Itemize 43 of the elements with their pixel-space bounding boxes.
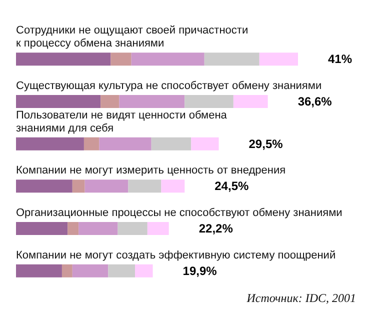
bar xyxy=(16,264,62,278)
y-tick-label: Сотрудники не ощущают своей причастности к процессу обмена знаниями xyxy=(16,24,248,50)
bar xyxy=(110,52,132,66)
bar xyxy=(78,222,118,235)
annotation: Источник: IDC, 2001 xyxy=(246,291,356,305)
bar xyxy=(16,137,84,150)
annotation: 24,5% xyxy=(214,179,249,194)
annotation: 19,9% xyxy=(182,264,218,278)
bar xyxy=(161,180,185,193)
bar xyxy=(84,180,128,193)
bar xyxy=(135,264,153,278)
bar xyxy=(16,180,72,193)
bar xyxy=(118,222,148,235)
bar xyxy=(84,137,100,150)
bar xyxy=(259,52,298,66)
y-tick-label: Компании не могут создать эффективную систему поощрений xyxy=(16,249,336,262)
bar xyxy=(233,95,268,108)
bar xyxy=(16,52,111,66)
y-tick-label: Организационные процессы не способствуют обмену знаниями xyxy=(16,207,342,219)
bar xyxy=(16,95,101,108)
annotation: 41% xyxy=(328,52,352,66)
annotation: 29,5% xyxy=(248,136,284,151)
annotation: 22,2% xyxy=(198,222,234,236)
bar xyxy=(191,137,219,150)
bar xyxy=(151,137,192,150)
bar xyxy=(147,222,169,235)
y-tick-label: Компании не могут измерить ценность от внедрения xyxy=(16,164,286,177)
bar xyxy=(108,264,136,278)
bar xyxy=(99,137,152,150)
bar xyxy=(62,264,72,278)
y-tick-label: Пользователи не видят ценности обмена знаниями для себя xyxy=(16,109,228,134)
bar xyxy=(184,95,234,108)
bar xyxy=(100,95,120,108)
bar xyxy=(72,264,108,278)
bar xyxy=(131,52,204,66)
bar xyxy=(68,222,79,235)
bar xyxy=(16,222,68,235)
bar xyxy=(128,180,162,193)
bar xyxy=(204,52,260,66)
bar xyxy=(119,95,185,108)
annotation: 36,6% xyxy=(298,94,332,108)
bar xyxy=(72,180,85,193)
y-tick-label: Существующая культура не способствует обмену знаниями xyxy=(16,80,322,92)
